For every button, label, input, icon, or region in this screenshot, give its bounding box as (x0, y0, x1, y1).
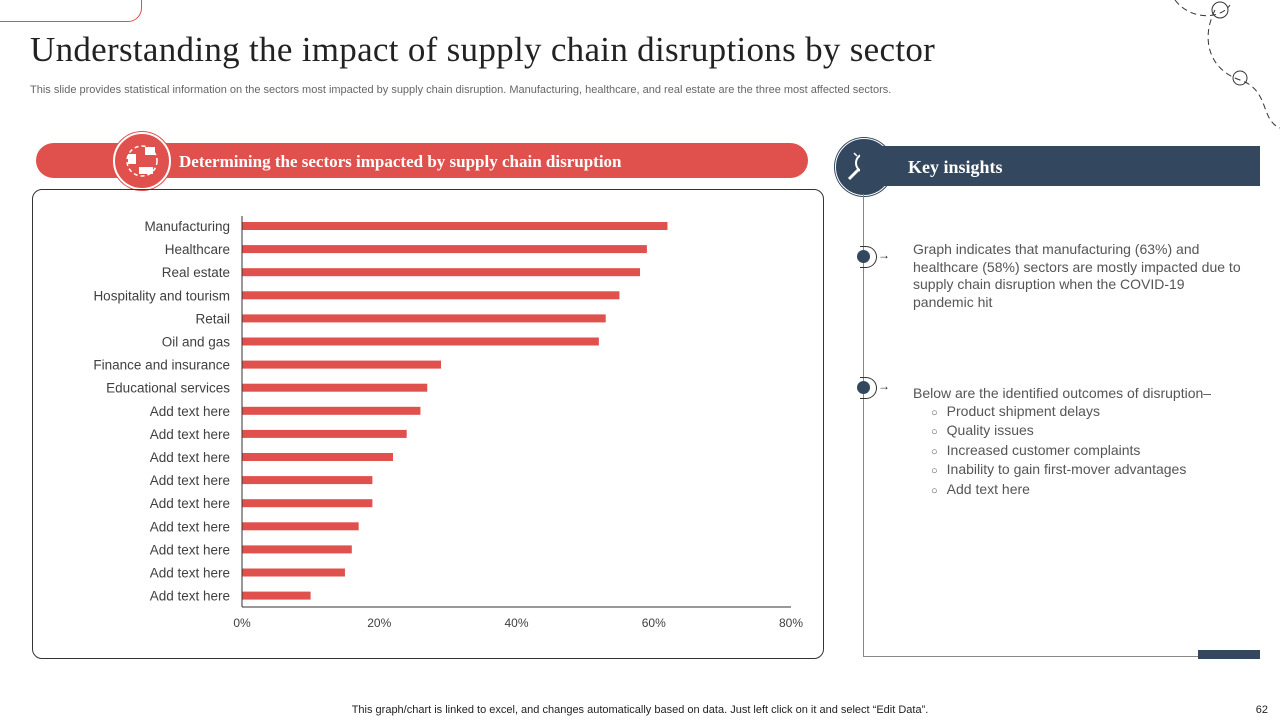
x-tick-label: 20% (367, 616, 391, 630)
outcome-list: Product shipment delays Quality issues I… (913, 403, 1248, 501)
key-insights-title: Key insights (908, 157, 1003, 177)
bar (242, 591, 311, 600)
bar (242, 337, 599, 346)
decorative-block (1198, 650, 1260, 659)
x-tick-label: 40% (504, 616, 528, 630)
bar (242, 476, 373, 485)
page-number: 62 (1255, 704, 1268, 716)
arrow-icon: → (878, 379, 890, 393)
category-label: Finance and insurance (93, 358, 230, 373)
category-label: Manufacturing (144, 219, 230, 234)
decorative-tab (0, 0, 142, 22)
bar (242, 499, 373, 508)
chart-header-text: Determining the sectors impacted by supp… (179, 152, 622, 171)
category-label: Add text here (150, 519, 230, 534)
bar (242, 545, 352, 554)
outcome-item: Inability to gain first-mover advantages (931, 461, 1248, 481)
bar (242, 429, 407, 438)
arrow-icon: → (878, 248, 890, 262)
page-subtitle: This slide provides statistical informat… (30, 84, 892, 96)
bar (242, 406, 421, 415)
insight-2-text: Below are the identified outcomes of dis… (913, 385, 1212, 401)
category-label: Add text here (150, 473, 230, 488)
insight-2: Below are the identified outcomes of dis… (913, 385, 1248, 500)
outcome-item: Quality issues (931, 422, 1248, 442)
category-label: Educational services (106, 381, 230, 396)
bar (242, 291, 620, 300)
outcome-item: Add text here (931, 481, 1248, 501)
bar (242, 383, 428, 392)
bar-chart: Manufacturing Healthcare Real estate Hospit… (93, 216, 803, 630)
bar (242, 245, 647, 254)
supply-chain-icon (113, 132, 171, 190)
chart-container (32, 189, 824, 659)
category-label: Retail (195, 311, 230, 326)
timeline-line (863, 194, 864, 656)
outcome-item: Product shipment delays (931, 403, 1248, 423)
bar (242, 314, 606, 323)
page-title: Understanding the impact of supply chain… (30, 30, 936, 69)
category-label: Add text here (150, 566, 230, 581)
category-label: Add text here (150, 542, 230, 557)
timeline-arc (860, 246, 877, 268)
x-tick-label: 80% (779, 616, 803, 630)
bar (242, 522, 359, 531)
timeline-base (863, 656, 1260, 657)
bar (242, 268, 641, 277)
category-label: Hospitality and tourism (93, 288, 230, 303)
category-label: Healthcare (165, 242, 230, 257)
category-label: Add text here (150, 404, 230, 419)
timeline-arc (860, 377, 877, 399)
x-tick-label: 0% (233, 616, 251, 630)
footer-note: This graph/chart is linked to excel, and… (351, 704, 929, 716)
bar (242, 360, 442, 369)
bar (242, 222, 668, 230)
decorative-dashed-curve (1174, 0, 1280, 129)
category-label: Add text here (150, 450, 230, 465)
outcome-item: Increased customer complaints (931, 442, 1248, 462)
category-label: Add text here (150, 496, 230, 511)
bar (242, 568, 345, 577)
category-label: Add text here (150, 589, 230, 604)
key-insights-header: Key insights (860, 146, 1260, 186)
bar (242, 453, 393, 461)
category-label: Add text here (150, 427, 230, 442)
x-tick-label: 60% (642, 616, 666, 630)
insight-1: Graph indicates that manufacturing (63%)… (913, 241, 1241, 310)
category-label: Oil and gas (162, 335, 231, 350)
category-label: Real estate (162, 265, 230, 280)
